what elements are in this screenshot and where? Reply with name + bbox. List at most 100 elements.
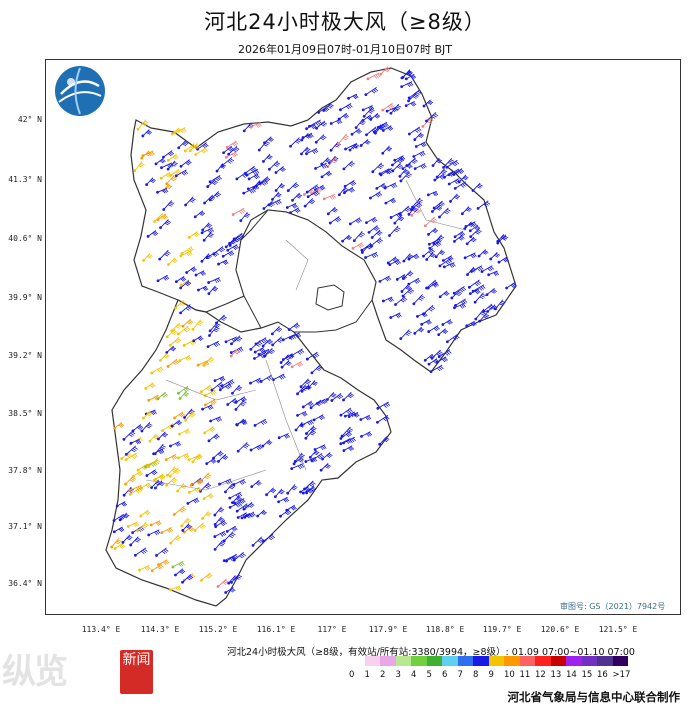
wind-barb <box>233 551 244 561</box>
wind-barb <box>188 231 198 238</box>
wind-barb <box>229 501 241 508</box>
wind-barb <box>390 103 399 114</box>
wind-barb-feather <box>171 470 176 473</box>
wind-barb <box>125 445 137 455</box>
wind-barb-feather <box>493 272 497 277</box>
wind-barb-feather <box>144 567 148 571</box>
wind-barb <box>146 469 156 476</box>
wind-barb-feather <box>252 166 257 170</box>
station-dot <box>166 473 169 477</box>
wind-barb-feather <box>257 480 262 484</box>
wind-barb-feather <box>180 486 185 489</box>
wind-barb <box>201 253 210 262</box>
wind-barb <box>351 128 360 135</box>
wind-barb-feather <box>197 323 202 326</box>
wind-barb <box>330 141 339 151</box>
wind-barb-feather <box>388 126 393 131</box>
wind-barb-feather <box>204 476 209 480</box>
wind-barb-feather <box>369 109 374 113</box>
station-dot <box>375 187 379 190</box>
station-dot <box>149 523 153 527</box>
wind-barb-feather <box>459 169 464 174</box>
station-dot <box>340 434 344 438</box>
wind-barb <box>232 495 240 503</box>
wind-barb <box>178 452 189 459</box>
legend-swatch <box>519 656 535 666</box>
station-dot <box>133 553 137 557</box>
wind-barb-feather <box>232 527 237 531</box>
wind-barb-feather <box>179 509 184 513</box>
station-dot <box>256 514 260 518</box>
station-dot <box>121 540 125 544</box>
wind-barb-feather <box>312 354 317 359</box>
wind-barb <box>470 224 479 232</box>
wind-barb-feather <box>148 483 152 487</box>
wind-barb-feather <box>234 152 238 156</box>
wind-barb-feather <box>343 188 348 192</box>
wind-barb <box>436 168 445 178</box>
station-dot <box>249 381 252 385</box>
wind-barb-feather <box>130 478 135 481</box>
wind-barb-feather <box>190 247 194 251</box>
wind-barb-feather <box>234 337 239 341</box>
wind-barb-feather <box>336 396 341 400</box>
wind-barb <box>122 534 131 543</box>
station-dot <box>203 431 207 435</box>
wind-barb-feather <box>280 489 285 493</box>
wind-barb-feather <box>427 102 432 106</box>
wind-barb-feather <box>305 135 310 139</box>
wind-barb-feather <box>310 482 315 486</box>
station-dot <box>261 444 265 448</box>
wind-barb-feather <box>206 513 211 516</box>
station-dot <box>393 158 397 162</box>
wind-barb-feather <box>350 145 355 150</box>
wind-barb-feather <box>160 476 164 480</box>
wind-barb-feather <box>148 411 153 415</box>
map-approval-number: 审图号: GS（2021）7942号 <box>560 602 666 611</box>
station-dot <box>160 531 164 534</box>
map-frame[interactable] <box>45 59 681 615</box>
wind-barb-feather <box>164 222 169 226</box>
wind-barb-feather <box>217 385 221 389</box>
wind-barb-feather <box>163 356 168 359</box>
wind-barb-feather <box>253 175 258 180</box>
wind-barb <box>275 166 284 173</box>
wind-barb-feather <box>460 301 465 305</box>
wind-barb-feather <box>195 498 200 502</box>
wind-barb <box>133 470 142 477</box>
wind-barb-feather <box>278 327 283 330</box>
station-dot <box>199 489 202 493</box>
legend-swatch <box>488 656 504 666</box>
wind-barb-feather <box>373 217 378 222</box>
wind-barb-feather <box>387 106 392 110</box>
station-dot <box>280 365 284 369</box>
wind-barb-feather <box>317 456 321 460</box>
wind-barb-feather <box>180 570 185 574</box>
wind-barb-feather <box>324 466 329 469</box>
station-dot <box>337 193 341 197</box>
wind-barb-feather <box>353 414 357 418</box>
station-dot <box>236 516 240 519</box>
station-dot <box>208 329 212 333</box>
wind-barb-feather <box>232 143 236 147</box>
wind-barb-feather <box>394 257 399 261</box>
wind-barb-feather <box>146 510 151 514</box>
wind-barb-feather <box>223 531 227 536</box>
wind-barb <box>310 449 317 458</box>
station-dot <box>174 174 178 178</box>
wind-barb-feather <box>485 313 490 317</box>
wind-barb-feather <box>439 252 444 255</box>
wind-barb-feather <box>153 397 158 401</box>
wind-barb <box>250 122 261 128</box>
wind-barb-feather <box>281 183 286 187</box>
station-dot <box>454 303 457 307</box>
wind-barb-feather <box>176 442 180 447</box>
wind-barb-feather <box>295 141 300 144</box>
wind-barb <box>160 219 169 228</box>
wind-barb-feather <box>164 355 169 358</box>
wind-barb-feather <box>164 214 168 218</box>
wind-barb-feather <box>349 427 353 431</box>
legend-swatch <box>411 656 427 666</box>
wind-barb <box>291 348 303 357</box>
station-dot <box>339 437 343 440</box>
